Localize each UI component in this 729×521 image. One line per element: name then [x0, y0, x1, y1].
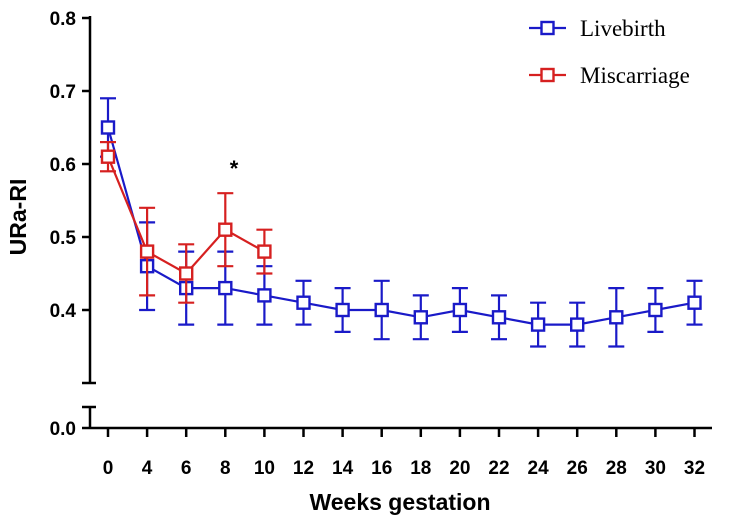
- axes: [82, 16, 712, 430]
- x-tick-label: 30: [645, 458, 666, 479]
- data-point: [218, 222, 233, 237]
- legend-label-miscarriage: Miscarriage: [580, 63, 690, 88]
- data-point: [100, 149, 116, 164]
- significance-asterisk: *: [230, 156, 239, 181]
- data-point: [257, 244, 272, 259]
- series-line: [106, 127, 695, 326]
- x-tick-label: 16: [371, 458, 392, 479]
- series-layer: [100, 97, 703, 348]
- x-tick-label: 32: [684, 458, 705, 479]
- data-point: [100, 120, 116, 135]
- data-point: [218, 280, 233, 296]
- series-livebirth: [100, 97, 703, 348]
- x-ticks: 0 4 6 8 10 12 14 16 18 20 22 24 26 28 30 32: [103, 428, 705, 479]
- data-point: [491, 310, 507, 325]
- data-point: [413, 310, 428, 325]
- legend: Livebirth Miscarriage: [529, 16, 690, 88]
- data-point: [687, 295, 702, 310]
- y-ticks: 0.0 0.4 0.5 0.6 0.7 0.8: [50, 9, 90, 440]
- x-tick-label: 12: [293, 458, 314, 479]
- data-point: [609, 310, 624, 325]
- x-tick-label: 14: [332, 458, 354, 479]
- x-tick-label: 4: [142, 458, 153, 479]
- x-tick-label: 28: [606, 458, 627, 479]
- data-point: [374, 302, 389, 318]
- y-tick-label: 0.0: [50, 419, 76, 440]
- x-tick-label: 18: [410, 458, 431, 479]
- y-tick-label: 0.8: [50, 9, 76, 30]
- x-tick-label: 20: [449, 458, 470, 479]
- legend-marker: [540, 20, 555, 36]
- x-tick-label: 6: [181, 458, 192, 479]
- y-tick-label: 0.6: [50, 155, 76, 176]
- data-point: [139, 244, 155, 259]
- x-tick-label: 8: [220, 458, 231, 479]
- x-tick-label: 22: [488, 458, 509, 479]
- data-point: [296, 295, 311, 310]
- legend-label-livebirth: Livebirth: [580, 16, 666, 41]
- data-point: [530, 317, 546, 332]
- legend-marker: [540, 67, 555, 83]
- data-point: [452, 302, 468, 318]
- x-tick-label: 24: [528, 458, 550, 479]
- x-tick-label: 26: [567, 458, 588, 479]
- x-axis-title: Weeks gestation: [309, 489, 490, 515]
- y-tick-label: 0.4: [50, 301, 77, 322]
- data-point: [178, 266, 194, 281]
- data-point: [648, 302, 663, 318]
- data-point: [570, 317, 585, 332]
- x-tick-label: 10: [254, 458, 275, 479]
- series-miscarriage: [100, 141, 273, 304]
- x-tick-label: 0: [103, 458, 114, 479]
- y-axis-title: URa-RI: [5, 179, 31, 256]
- y-tick-label: 0.5: [50, 228, 77, 249]
- data-point: [257, 288, 272, 303]
- y-tick-label: 0.7: [50, 82, 76, 103]
- data-point: [335, 302, 350, 318]
